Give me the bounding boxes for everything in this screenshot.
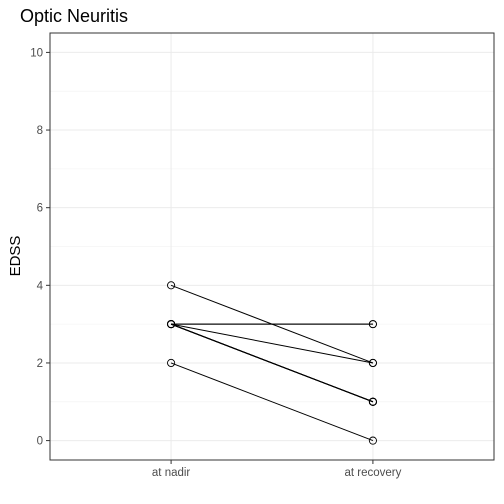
panel-outline bbox=[49, 32, 495, 461]
x-axis: at nadir at recovery bbox=[152, 460, 402, 479]
y-tick-label: 4 bbox=[37, 280, 44, 292]
y-tick-label: 8 bbox=[37, 125, 43, 137]
series-lines bbox=[170, 284, 374, 442]
series-line bbox=[170, 323, 374, 364]
data-point bbox=[167, 320, 176, 329]
gridlines bbox=[50, 33, 494, 460]
y-tick-label: 2 bbox=[37, 358, 43, 370]
chart-title: Optic Neuritis bbox=[20, 6, 128, 26]
y-tick-label: 6 bbox=[37, 203, 43, 215]
data-point bbox=[368, 320, 377, 329]
x-tick-label: at recovery bbox=[344, 467, 401, 479]
data-point bbox=[167, 358, 176, 368]
data-point bbox=[368, 358, 377, 368]
series-line bbox=[170, 323, 374, 403]
x-tick-label: at nadir bbox=[152, 467, 191, 479]
data-points bbox=[167, 281, 377, 445]
series-line bbox=[170, 362, 374, 442]
data-point bbox=[167, 281, 176, 290]
data-point bbox=[368, 397, 377, 406]
data-point bbox=[368, 436, 377, 445]
y-tick-label: 0 bbox=[37, 436, 43, 448]
y-axis-title: EDSS bbox=[7, 236, 24, 277]
y-axis: 0 2 4 6 8 10 bbox=[30, 47, 50, 448]
panel-border bbox=[49, 32, 495, 461]
y-tick-label: 10 bbox=[30, 47, 43, 59]
